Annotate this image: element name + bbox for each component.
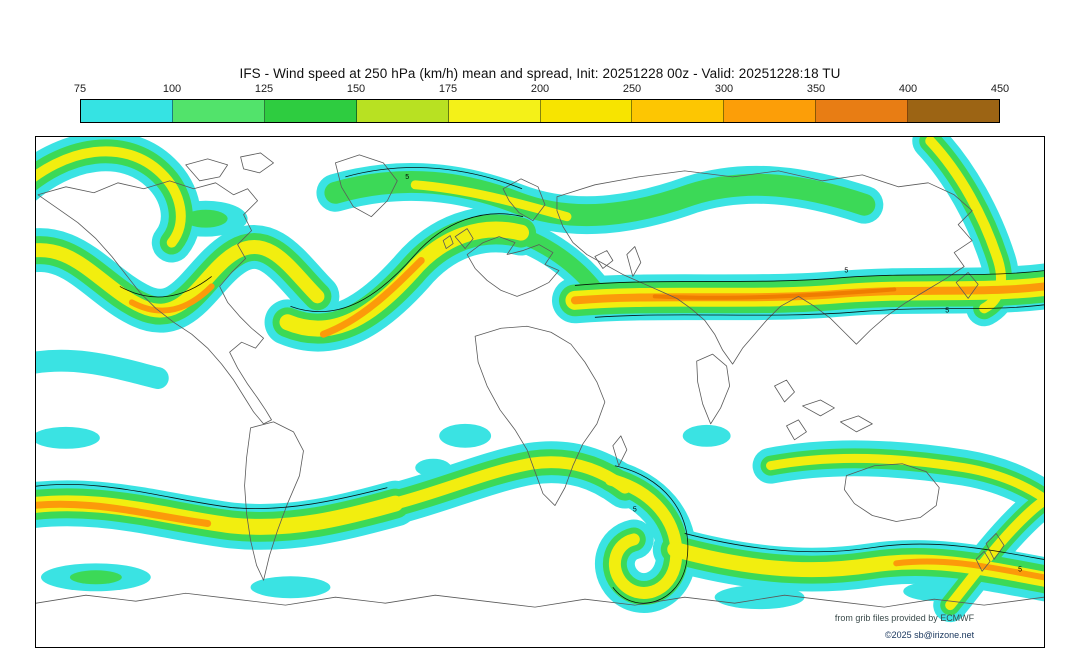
- colorbar-segment: [816, 100, 909, 122]
- colorbar-tick-label: 250: [622, 83, 642, 95]
- colorbar-tick-label: 200: [530, 83, 550, 95]
- wind-fill-orange: [36, 257, 1044, 581]
- colorbar-ticks: 75 100 125 150 175 200 250 300 350 400 4…: [74, 83, 1009, 98]
- attribution-copyright-text: ©2025 sb@irizone.net: [885, 630, 975, 640]
- colorbar-tick-label: 450: [990, 83, 1010, 95]
- colorbar-tick-label: 150: [346, 83, 366, 95]
- colorbar-tick-label: 125: [254, 83, 274, 95]
- spread-contours: [36, 167, 1044, 604]
- colorbar: 75 100 125 150 175 200 250 300 350 400 4…: [74, 83, 1009, 123]
- contour-value-label: 5: [405, 174, 409, 181]
- contour-value-label: 5: [945, 307, 949, 314]
- contour-value-label: 5: [633, 507, 637, 514]
- colorbar-segment: [632, 100, 725, 122]
- colorbar-segment: [81, 100, 173, 122]
- attribution: from grib files provided by ECMWF ©2025 …: [835, 613, 975, 640]
- colorbar-tick-label: 100: [162, 83, 182, 95]
- colorbar-segment: [540, 100, 633, 122]
- colorbar-segment: [172, 100, 265, 122]
- colorbar-segment: [264, 100, 357, 122]
- colorbar-segment: [448, 100, 541, 122]
- colorbar-segment: [724, 100, 817, 122]
- colorbar-tick-label: 300: [714, 83, 734, 95]
- attribution-source-text: from grib files provided by ECMWF: [835, 613, 975, 623]
- colorbar-bar: [80, 99, 1000, 123]
- colorbar-tick-label: 75: [73, 83, 87, 95]
- colorbar-tick-label: 175: [438, 83, 458, 95]
- map-canvas: 5 5 5 5 5 from grib files provided by EC…: [36, 137, 1044, 640]
- contour-value-label: 5: [1018, 566, 1022, 573]
- spread-contour-labels: 5 5 5 5 5: [405, 174, 1022, 573]
- coastlines: [36, 152, 1044, 608]
- world-wind-map: 5 5 5 5 5 from grib files provided by EC…: [35, 136, 1045, 648]
- colorbar-segment: [908, 100, 1000, 122]
- contour-value-label: 5: [844, 267, 848, 274]
- colorbar-tick-label: 350: [806, 83, 826, 95]
- chart-title: IFS - Wind speed at 250 hPa (km/h) mean …: [239, 66, 841, 81]
- colorbar-tick-label: 400: [898, 83, 918, 95]
- colorbar-segment: [356, 100, 449, 122]
